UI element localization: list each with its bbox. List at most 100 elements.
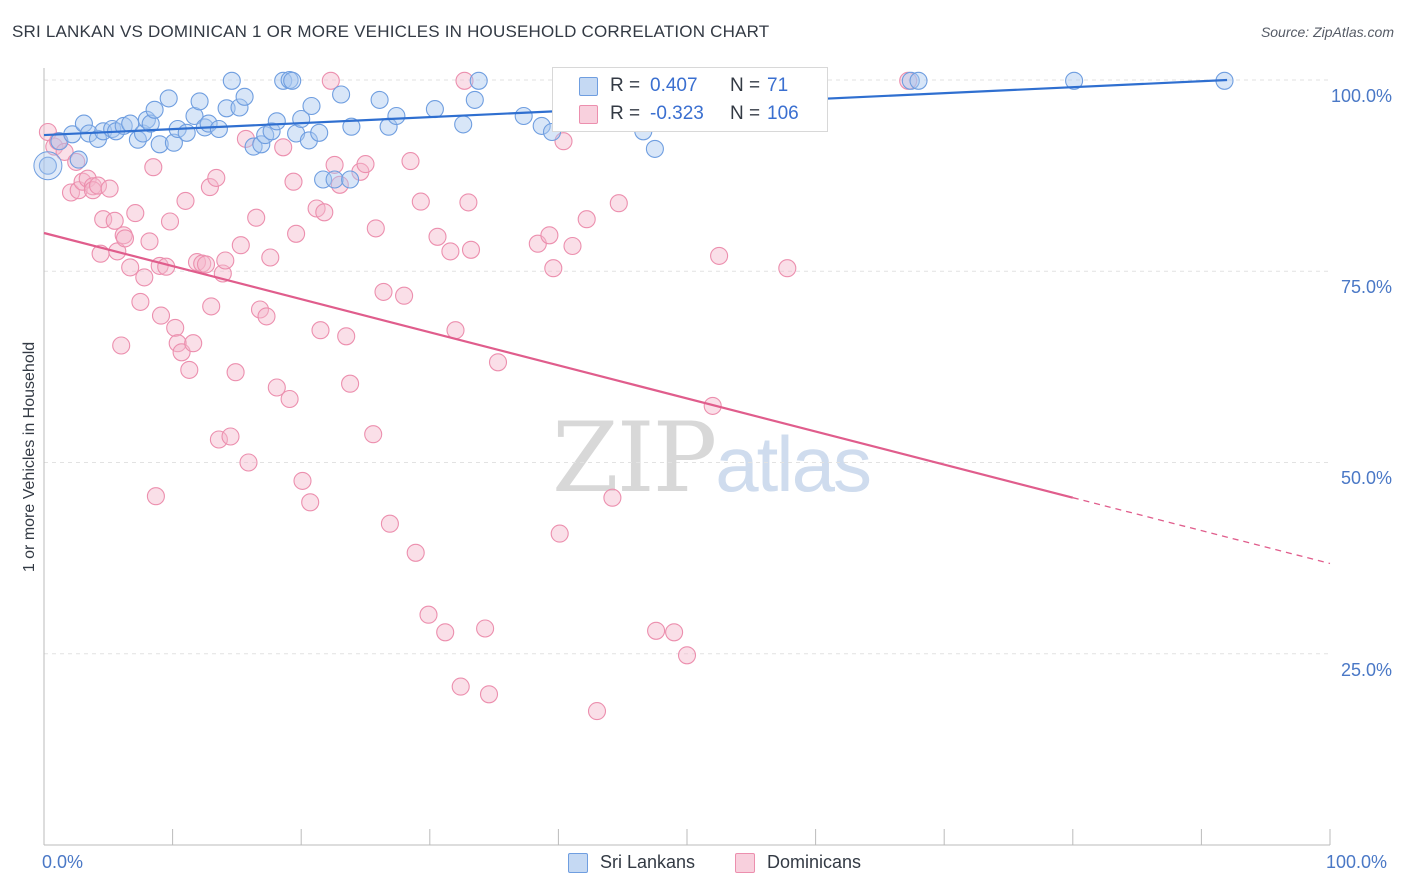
bottom-legend-dominicans: Dominicans bbox=[767, 852, 862, 872]
dominicans-point bbox=[140, 232, 159, 251]
sri-lankans-point bbox=[465, 90, 484, 109]
dominicans-point bbox=[166, 318, 185, 337]
dominicans-point bbox=[544, 259, 563, 278]
dominicans-point bbox=[196, 255, 216, 274]
dominicans-point bbox=[677, 646, 697, 665]
dominicans-point bbox=[341, 374, 360, 393]
dominicans-point bbox=[609, 194, 628, 213]
sri-lankans-point bbox=[332, 85, 351, 104]
dominicans-point bbox=[216, 251, 235, 270]
legend-r-value: -0.323 bbox=[650, 103, 704, 124]
y-tick-label-50: 50.0% bbox=[1340, 468, 1392, 488]
chart-title: SRI LANKAN VS DOMINICAN 1 OR MORE VEHICL… bbox=[12, 22, 770, 41]
dominicans-point bbox=[311, 321, 330, 340]
dominicans-point bbox=[267, 378, 286, 397]
dominicans-point bbox=[540, 226, 559, 245]
dominicans-point bbox=[180, 360, 199, 379]
sri-lankans-point bbox=[164, 133, 183, 152]
dominicans-point bbox=[280, 389, 299, 409]
sri-lankans-point bbox=[342, 117, 361, 136]
dominicans-point bbox=[476, 619, 495, 638]
dominicans-point bbox=[261, 248, 280, 267]
stats-legend: R = 0.407 N = 71 R = -0.323 N = 106 bbox=[552, 67, 828, 132]
dominicans-point bbox=[200, 178, 219, 197]
dominicans-point bbox=[330, 175, 349, 194]
dominicans-point bbox=[647, 621, 666, 640]
sri-lankans-point bbox=[150, 135, 169, 154]
sri-lankans-point bbox=[532, 116, 551, 135]
dominicans-point bbox=[94, 210, 113, 229]
legend-n-label: N = bbox=[730, 75, 761, 96]
dominicans-point bbox=[451, 677, 470, 696]
legend-n-label: N = bbox=[730, 103, 761, 124]
legend-r-value: 0.407 bbox=[650, 75, 698, 96]
sri-lankans-point bbox=[222, 71, 241, 90]
sri-lankans-point bbox=[469, 71, 488, 90]
bottom-legend-swatch-sri-lankans bbox=[568, 853, 588, 873]
dominicans-point bbox=[151, 306, 171, 325]
watermark: ZIPatlas bbox=[552, 402, 872, 514]
dominicans-point bbox=[446, 321, 465, 340]
dominicans-point bbox=[603, 488, 622, 507]
dominicans-point bbox=[221, 427, 240, 446]
sri-lankans-point bbox=[425, 100, 444, 119]
dominicans-point bbox=[315, 203, 334, 222]
dominicans-points bbox=[38, 71, 918, 721]
dominicans-point bbox=[419, 605, 438, 624]
sri-lankans-point bbox=[190, 92, 209, 111]
sri-lankans-point bbox=[209, 119, 228, 139]
dominicans-point bbox=[105, 211, 124, 230]
dominicans-point bbox=[67, 152, 86, 171]
sri-lankans-point bbox=[159, 89, 178, 108]
dominicans-point bbox=[207, 168, 226, 187]
dominicans-point bbox=[202, 297, 221, 316]
sri-lankans-point bbox=[267, 112, 286, 131]
dominicans-point bbox=[436, 623, 455, 642]
sri-lankans-point bbox=[310, 123, 329, 142]
sri-lankans-point bbox=[283, 71, 302, 90]
dominicans-point bbox=[115, 229, 135, 248]
sri-lankans-point bbox=[69, 150, 88, 169]
dominicans-point bbox=[135, 268, 154, 287]
dominicans-point bbox=[250, 300, 270, 319]
dominicans-point bbox=[479, 685, 499, 704]
sri-lankans-point bbox=[645, 139, 664, 158]
legend-row-dominicans: R = -0.323 N = 106 bbox=[553, 100, 827, 128]
sri-lankans-point bbox=[514, 106, 533, 126]
sri-lankans-point bbox=[33, 151, 63, 181]
dominicans-point bbox=[55, 142, 74, 161]
dominicans-trend-extension bbox=[1072, 497, 1331, 565]
sri-lankans-point bbox=[177, 123, 196, 142]
watermark-zip: ZIP bbox=[552, 402, 717, 514]
sri-lankans-point bbox=[145, 100, 164, 119]
dominicans-point bbox=[144, 158, 163, 177]
dominicans-point bbox=[293, 471, 312, 490]
dominicans-point bbox=[112, 336, 131, 355]
dominicans-point bbox=[461, 240, 481, 259]
y-tick-label-75: 75.0% bbox=[1340, 277, 1392, 297]
dominicans-point bbox=[587, 702, 607, 721]
dominicans-point bbox=[160, 212, 180, 231]
dominicans-point bbox=[374, 282, 393, 301]
sri-lankans-point bbox=[341, 170, 360, 189]
sri-lankans-point bbox=[302, 96, 321, 116]
sri-lankans-point bbox=[1065, 71, 1084, 90]
sri-lankans-point bbox=[370, 90, 389, 109]
sri-lankans-point bbox=[454, 115, 473, 134]
dominicans-point bbox=[356, 155, 375, 174]
dominicans-point bbox=[488, 353, 508, 372]
dominicans-point bbox=[126, 204, 145, 223]
legend-swatch-dominicans bbox=[579, 105, 598, 124]
dominicans-point bbox=[411, 192, 430, 211]
dominicans-point bbox=[459, 193, 478, 212]
sri-lankans-point bbox=[38, 156, 57, 175]
dominicans-point bbox=[257, 307, 276, 326]
dominicans-point bbox=[239, 453, 258, 472]
legend-r-label: R = bbox=[610, 103, 641, 124]
dominicans-point bbox=[395, 286, 414, 305]
sri-lankans-point bbox=[185, 106, 204, 126]
dominicans-point bbox=[176, 191, 195, 210]
sri-lankans-point bbox=[262, 122, 281, 141]
legend-n-value: 106 bbox=[767, 103, 799, 124]
